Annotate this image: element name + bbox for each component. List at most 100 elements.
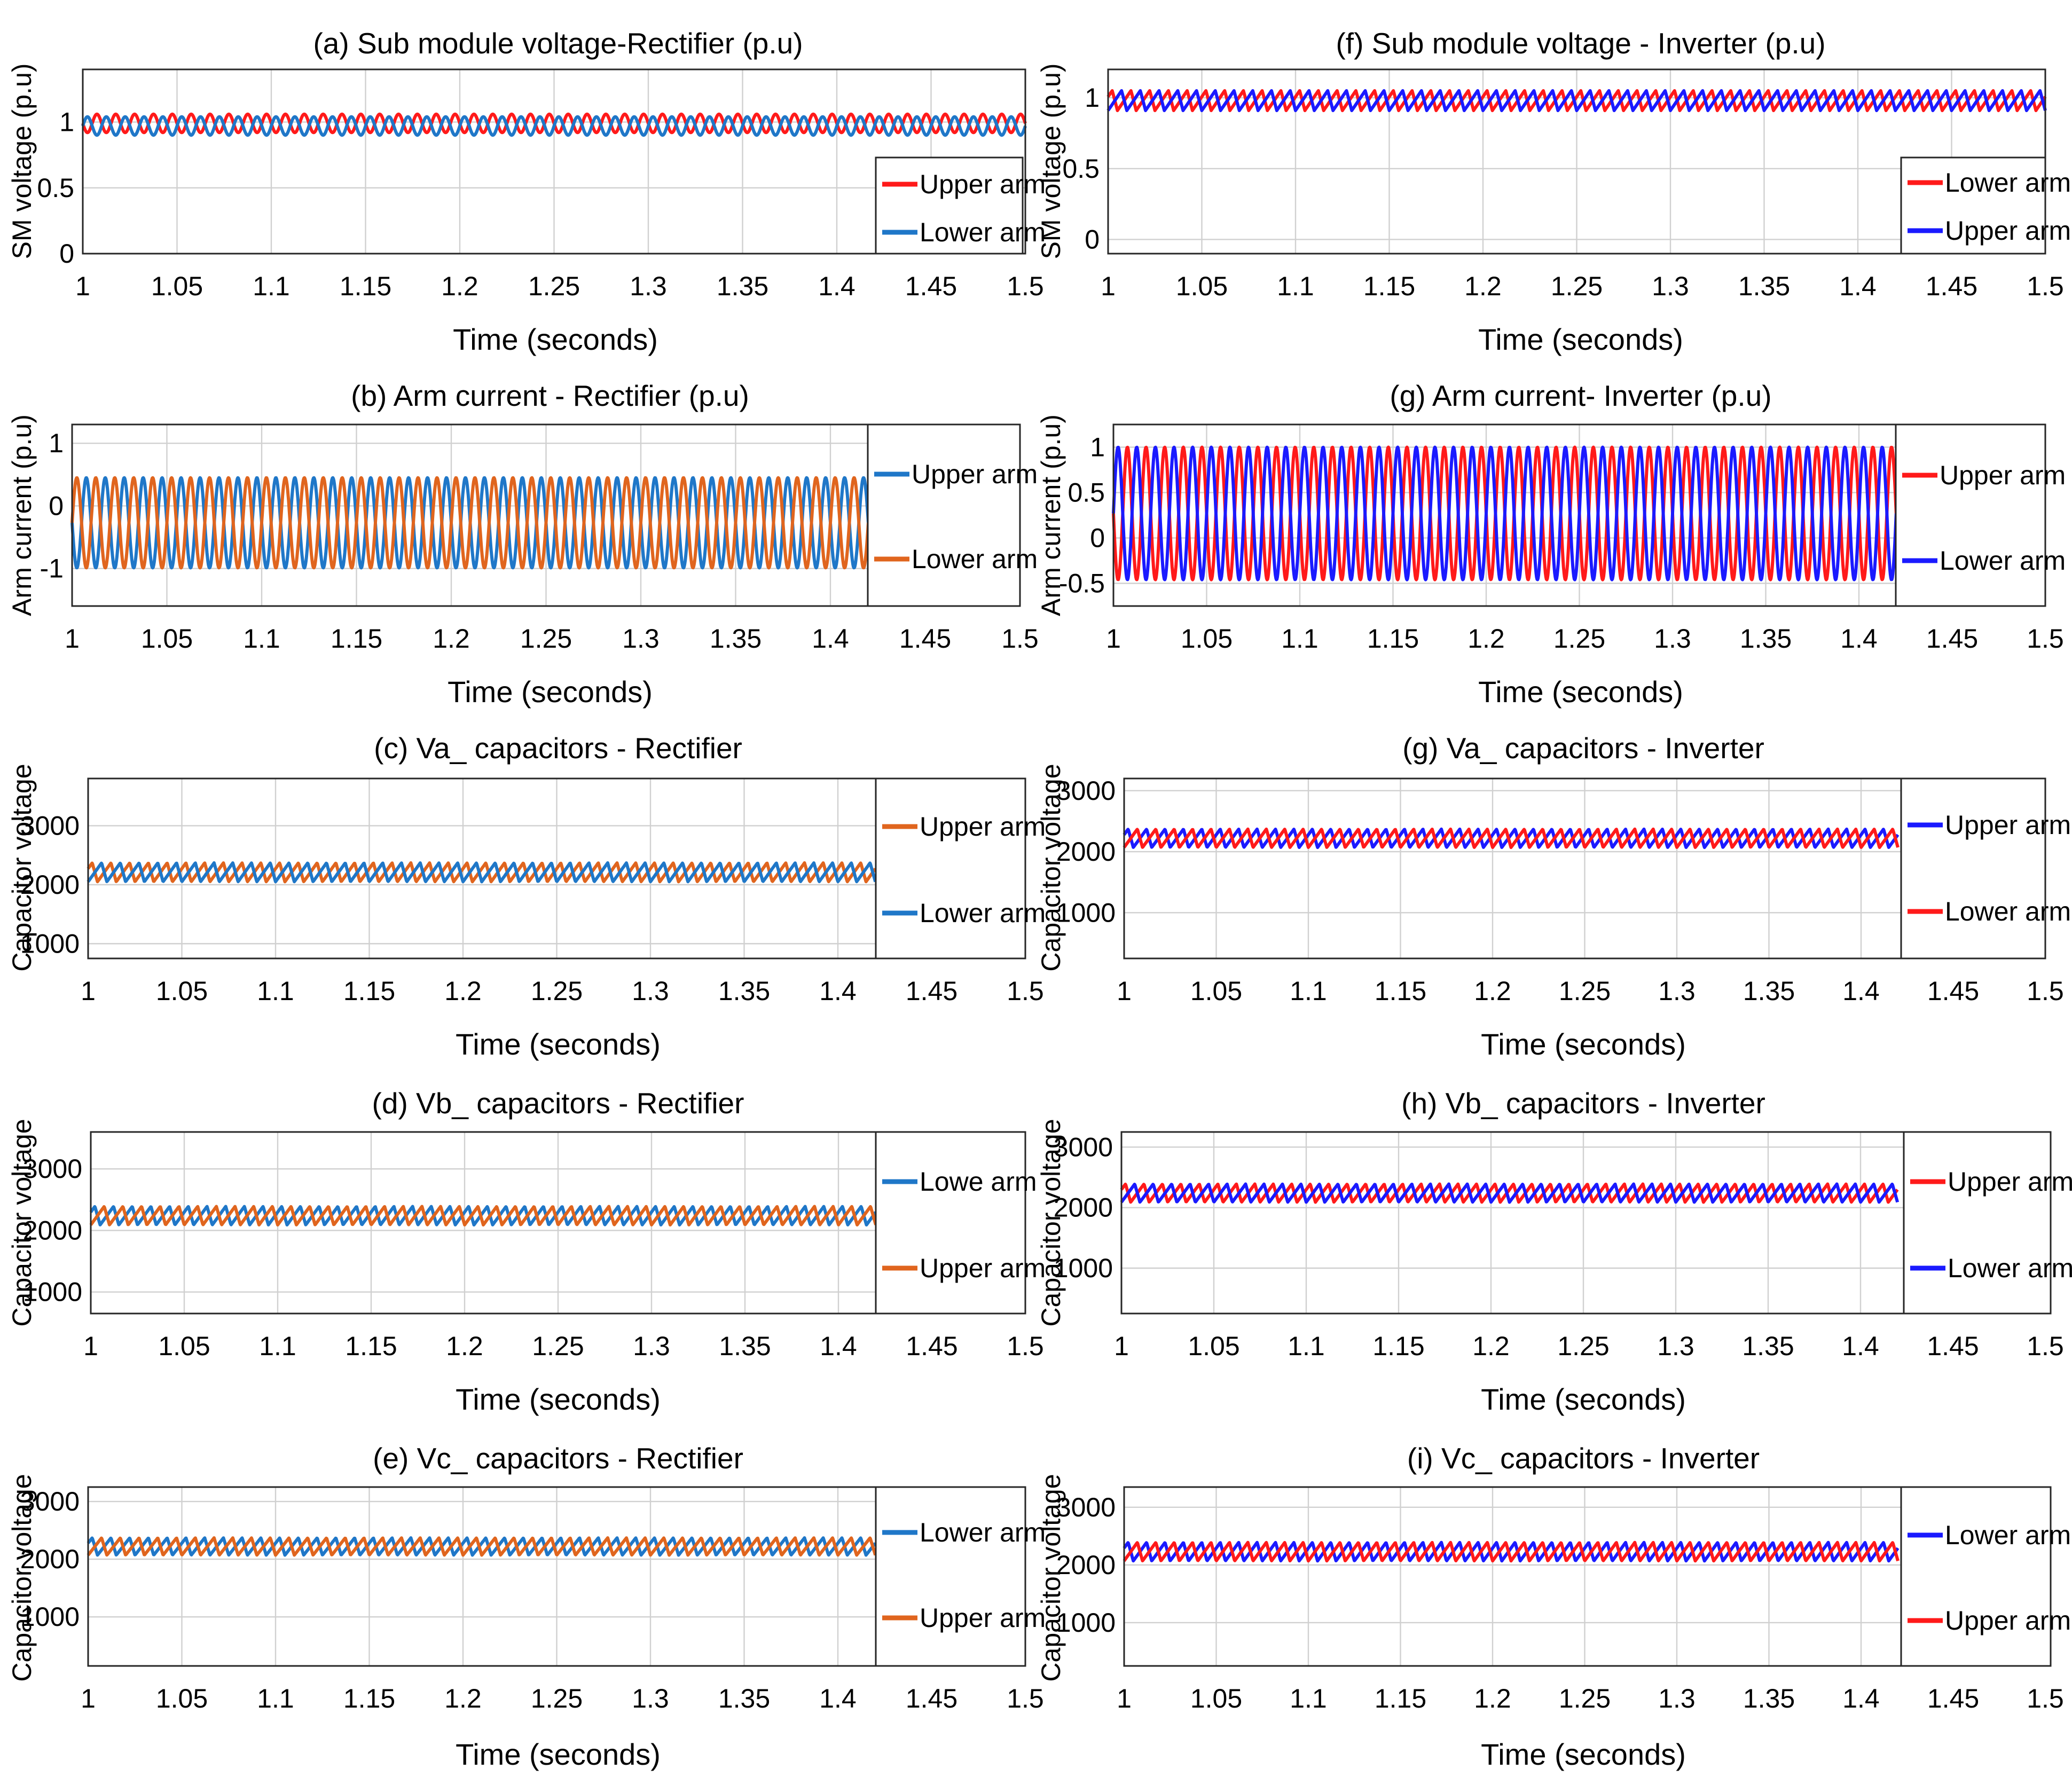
x-tick-label: 1.35 [1743, 1684, 1795, 1713]
x-tick-label: 1.35 [1743, 976, 1795, 1006]
series-line-upper-arm [89, 1205, 877, 1226]
y-axis-label: Capacitor voltage [7, 1119, 37, 1326]
x-tick-label: 1.1 [253, 271, 290, 301]
y-axis-label: SM voltage (p.u) [1036, 64, 1066, 260]
x-tick-label: 1.4 [820, 1331, 857, 1361]
y-tick-label: 0 [59, 239, 74, 269]
x-tick-label: 1.1 [1281, 624, 1318, 654]
y-axis-label: Capacitor voltage [1036, 764, 1066, 971]
legend-label: Lower arm [920, 898, 1046, 928]
x-tick-label: 1.35 [718, 976, 770, 1006]
x-tick-label: 1.2 [1474, 1684, 1511, 1713]
x-tick-label: 1.1 [1277, 271, 1314, 301]
x-tick-label: 1 [75, 271, 90, 301]
y-tick-label: 0.5 [1062, 154, 1100, 184]
series-line-lower-arm [87, 1536, 877, 1557]
legend: Upper arm Lower arm [867, 423, 1038, 607]
x-tick-label: 1.45 [1926, 624, 1978, 654]
chart-title: (g) Arm current- Inverter (p.u) [1390, 379, 1771, 412]
x-tick-label: 1.1 [259, 1331, 296, 1361]
series-line-lower-arm [1120, 1182, 1900, 1204]
x-tick-label: 1.5 [1007, 976, 1044, 1006]
legend: Upper arm Lower arm [875, 777, 1046, 960]
x-tick-label: 1.35 [717, 271, 768, 301]
legend-label: Lower arm [1940, 546, 2066, 576]
x-tick-label: 1.1 [257, 1684, 294, 1713]
y-tick-label: 1000 [1056, 898, 1116, 927]
legend-label: Lower arm [1945, 1520, 2071, 1550]
subplot-e: 1 1.05 1.1 1.15 1.2 1.25 1.3 1.35 1.4 1.45 1.5 1000… [7, 1442, 1046, 1771]
x-tick-label: 1 [1117, 1684, 1132, 1713]
legend-label: Upper arm [1945, 216, 2071, 246]
x-tick-label: 1.15 [343, 1684, 395, 1713]
series-line-lower-arm [87, 861, 877, 884]
x-tick-label: 1.4 [1842, 1684, 1880, 1713]
y-tick-label: 2000 [1056, 1550, 1116, 1580]
legend-label: Lowe arm [920, 1167, 1037, 1197]
y-tick-label: 3000 [20, 1487, 80, 1516]
x-tick-label: 1 [65, 624, 80, 654]
x-tick-label: 1.45 [906, 1331, 957, 1361]
y-tick-label: -0.5 [1059, 569, 1105, 599]
chart-title: (a) Sub module voltage-Rectifier (p.u) [313, 27, 803, 60]
chart-title: (h) Vb_ capacitors - Inverter [1401, 1087, 1765, 1120]
x-tick-label: 1.35 [1738, 271, 1790, 301]
x-tick-label: 1 [83, 1331, 98, 1361]
legend: Upper arm Lower arm [1900, 777, 2071, 960]
x-tick-label: 1.3 [1654, 624, 1691, 654]
legend: Lower arm Upper arm [1900, 156, 2071, 255]
x-tick-label: 1.3 [1657, 1331, 1694, 1361]
x-tick-label: 1.3 [633, 1331, 670, 1361]
legend-box [1900, 777, 2046, 960]
chart-title: (i) Vc_ capacitors - Inverter [1407, 1442, 1760, 1475]
legend-box [875, 777, 1026, 960]
x-tick-label: 1.35 [1742, 1331, 1794, 1361]
series-line-lower-arm [1123, 1540, 1900, 1563]
x-tick-label: 1.35 [1740, 624, 1792, 654]
x-tick-label: 1.05 [1190, 976, 1242, 1006]
x-tick-label: 1 [1117, 976, 1132, 1006]
series-line-upper-arm [87, 1536, 877, 1557]
x-tick-label: 1.05 [156, 1684, 208, 1713]
y-tick-label: 1000 [20, 929, 80, 958]
x-tick-label: 1.3 [622, 624, 660, 654]
legend: Upper arm Lower arm [1903, 1131, 2072, 1315]
series-line-upper-arm [1123, 1540, 1900, 1563]
x-tick-label: 1.05 [1176, 271, 1228, 301]
x-tick-label: 1.25 [1559, 1684, 1611, 1713]
x-tick-label: 1.45 [906, 1684, 957, 1713]
x-tick-label: 1 [81, 976, 96, 1006]
x-tick-label: 1.1 [1288, 1331, 1325, 1361]
x-axis-label: Time (seconds) [1478, 323, 1683, 356]
x-tick-label: 1.05 [1188, 1331, 1239, 1361]
x-tick-label: 1.4 [1839, 271, 1877, 301]
x-tick-label: 1.15 [1363, 271, 1415, 301]
x-tick-label: 1.05 [1190, 1684, 1242, 1713]
y-tick-label: 1 [59, 107, 74, 137]
y-tick-label: 1 [1085, 83, 1100, 113]
x-tick-label: 1.45 [1926, 271, 1977, 301]
series-line-lowe-arm [89, 1205, 877, 1226]
x-tick-label: 1.2 [446, 1331, 483, 1361]
chart-title: (d) Vb_ capacitors - Rectifier [372, 1087, 744, 1120]
y-tick-label: 1000 [23, 1277, 82, 1307]
x-tick-label: 1 [81, 1684, 96, 1713]
x-tick-label: 1.2 [444, 1684, 482, 1713]
x-tick-label: 1.25 [1551, 271, 1603, 301]
x-tick-label: 1.5 [1001, 624, 1039, 654]
y-axis-label: Capacitor voltage [1036, 1474, 1066, 1681]
legend-box [875, 1131, 1026, 1315]
legend-label: Lower arm [1945, 168, 2071, 198]
chart-title: (e) Vc_ capacitors - Rectifier [373, 1442, 743, 1475]
subplot-h: 1 1.05 1.1 1.15 1.2 1.25 1.3 1.35 1.4 1.45 1.5 1000… [1036, 1087, 2072, 1416]
y-tick-label: 1 [1090, 433, 1105, 462]
legend-box [875, 1486, 1026, 1667]
series-line-lower-arm [1123, 827, 1900, 850]
x-tick-label: 1.45 [899, 624, 951, 654]
y-tick-label: 0 [1090, 523, 1105, 553]
series-line-lower-arm [70, 476, 870, 570]
y-tick-label: 3000 [20, 811, 80, 840]
x-tick-label: 1.5 [2027, 1331, 2064, 1361]
y-axis-label: Arm current (p.u) [7, 414, 37, 616]
x-tick-label: 1.5 [2027, 271, 2064, 301]
